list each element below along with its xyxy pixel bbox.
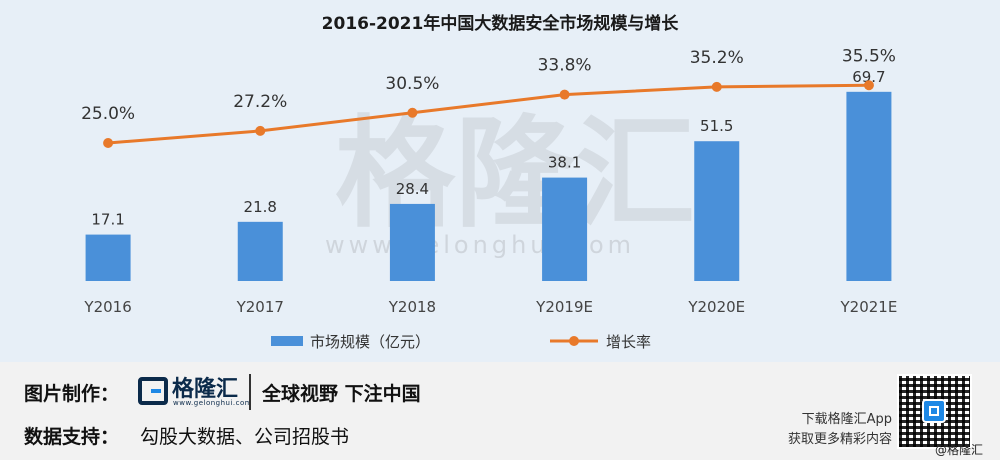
qr-code-icon[interactable] [897, 374, 972, 449]
brand-name: 格隆汇 [172, 377, 239, 402]
bar-label-Y2021E: 69.7 [852, 68, 885, 86]
bar-Y2020E [694, 141, 740, 281]
slogan: 全球视野 下注中国 [262, 383, 421, 405]
legend-line-marker [569, 336, 579, 346]
x-tick-Y2021E: Y2021E [840, 298, 898, 316]
growth-point-Y2018 [407, 107, 418, 118]
bar-label-Y2020E: 51.5 [700, 117, 733, 135]
growth-label-Y2020E: 35.2% [690, 48, 744, 68]
chart-background [0, 0, 1000, 362]
bar-label-Y2019E: 38.1 [548, 154, 581, 172]
bar-label-Y2017: 21.8 [244, 198, 277, 216]
chart-title: 2016-2021年中国大数据安全市场规模与增长 [322, 13, 680, 34]
legend-bar-swatch [271, 336, 303, 346]
legend-line-label: 增长率 [606, 333, 651, 351]
data-source: 勾股大数据、公司招股书 [140, 426, 350, 448]
brand-domain: www.gelonghui.com [173, 399, 253, 407]
legend-bar-label: 市场规模（亿元） [310, 333, 430, 351]
brand-logo-icon [138, 377, 168, 405]
x-tick-Y2018: Y2018 [388, 298, 436, 316]
bar-Y2018 [389, 203, 435, 281]
watermark-text: 格隆汇 [335, 105, 695, 244]
growth-label-Y2021E: 35.5% [842, 46, 896, 66]
watermark-url: www.gelonghui.com [325, 231, 635, 259]
bar-label-Y2018: 28.4 [396, 180, 429, 198]
bar-Y2019E [542, 177, 588, 281]
growth-point-Y2020E [711, 81, 722, 92]
growth-point-Y2019E [559, 89, 570, 100]
growth-label-Y2019E: 33.8% [538, 56, 592, 76]
growth-point-Y2021E [863, 80, 874, 91]
growth-label-Y2017: 27.2% [233, 92, 287, 112]
promo-line-1: 下载格隆汇App [801, 412, 892, 427]
x-tick-Y2016: Y2016 [83, 298, 131, 316]
bar-Y2016 [85, 234, 131, 281]
x-tick-Y2017: Y2017 [236, 298, 284, 316]
growth-point-Y2016 [103, 138, 114, 148]
x-tick-Y2020E: Y2020E [687, 298, 745, 316]
data-source-label: 数据支持： [24, 426, 120, 448]
qr-logo-icon [922, 399, 946, 423]
x-tick-Y2019E: Y2019E [535, 298, 593, 316]
growth-rate-line [107, 83, 869, 145]
legend: 市场规模（亿元） 增长率 [271, 333, 651, 351]
bar-Y2017 [237, 221, 283, 281]
corner-watermark: @格隆汇 [935, 443, 984, 457]
growth-point-Y2017 [255, 125, 266, 136]
footer-divider [249, 374, 251, 410]
chart: 格隆汇 www.gelonghui.com 2016-2021年中国大数据安全市… [0, 0, 1000, 362]
bar-label-Y2016: 17.1 [91, 211, 124, 229]
growth-label-Y2016: 25.0% [81, 104, 135, 124]
made-by-label: 图片制作： [24, 383, 120, 405]
growth-label-Y2018: 30.5% [385, 74, 439, 94]
promo-line-2: 获取更多精彩内容 [787, 432, 892, 447]
bar-Y2021E [846, 91, 892, 281]
